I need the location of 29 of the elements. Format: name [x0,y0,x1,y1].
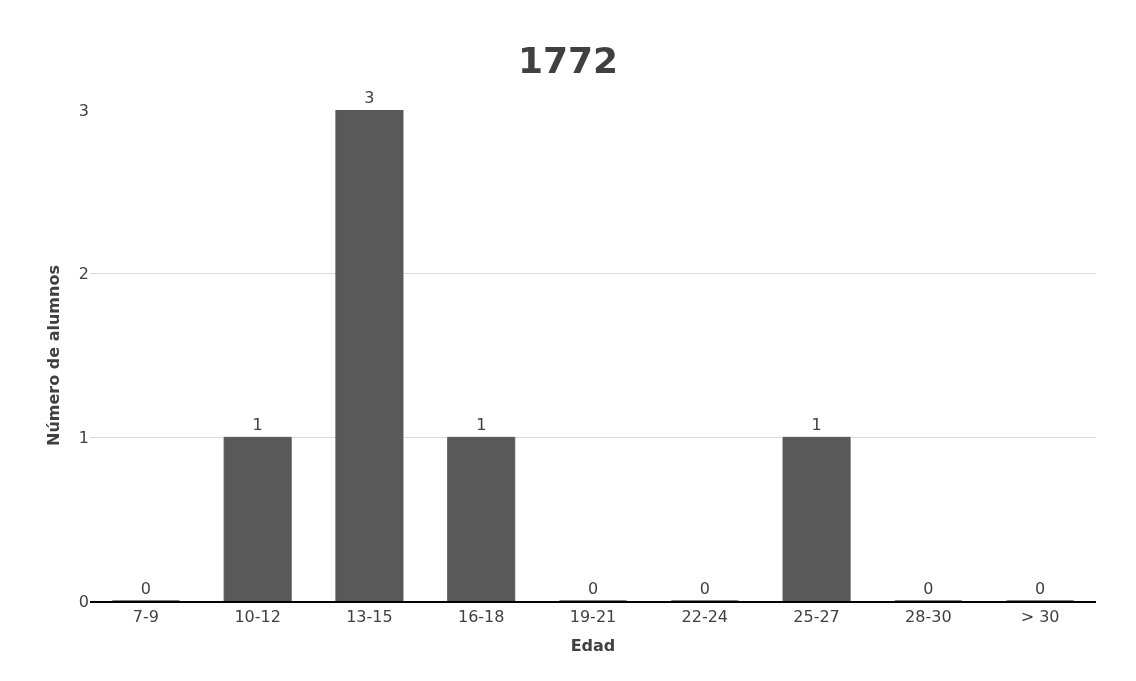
x-tick-label: 13-15 [346,607,393,627]
data-label: 0 [587,579,599,598]
data-label: 0 [699,579,710,598]
bar [782,436,851,601]
y-tick-label: 2 [78,264,89,284]
x-tick-label: 28-30 [905,607,952,627]
y-tick-label: 3 [78,100,89,120]
bar [447,436,516,601]
data-label: 0 [923,579,934,598]
y-axis-title: Número de alumnos [43,265,63,446]
x-tick-label: > 30 [1020,607,1060,627]
x-tick-label: 22-24 [681,607,729,627]
data-label: 1 [811,415,822,435]
data-label: 0 [140,579,151,598]
chart-title: 1772 [517,39,619,81]
y-tick-label: 1 [78,427,89,447]
x-tick-label: 7-9 [132,607,159,627]
x-tick-label: 10-12 [234,607,281,627]
data-label: 3 [364,88,375,107]
data-label: 1 [252,415,263,435]
data-label: 0 [1035,579,1046,598]
x-axis-title: Edad [570,636,616,656]
bar [223,436,292,601]
x-tick-label: 25-27 [793,607,840,627]
x-tick-label: 19-21 [569,607,617,627]
data-label: 1 [476,415,487,435]
y-tick-label: 0 [78,591,89,611]
x-tick-label: 16-18 [457,607,505,627]
bar [335,110,404,601]
